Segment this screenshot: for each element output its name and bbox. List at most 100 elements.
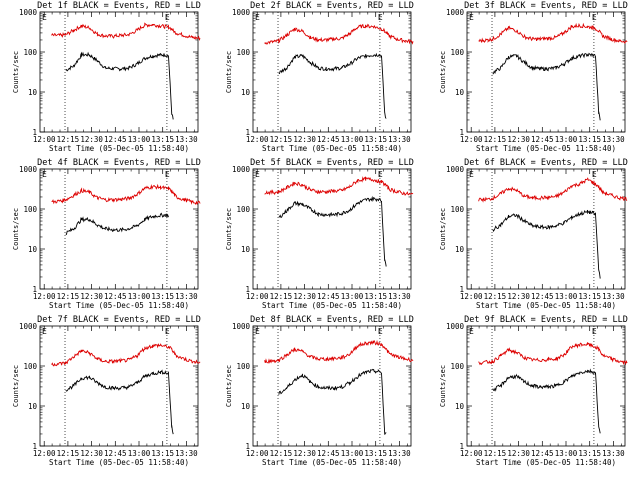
- y-axis-label: Counts/sec: [439, 51, 447, 93]
- y-axis-label: Counts/sec: [12, 51, 20, 93]
- y-tick-label: 100: [23, 362, 37, 371]
- x-tick-label: 12:45: [317, 292, 340, 301]
- x-tick-label: 12:30: [507, 292, 530, 301]
- x-tick-label: 13:15: [578, 135, 601, 144]
- y-axis-label: Counts/sec: [225, 208, 233, 250]
- series-line-lld: [51, 343, 201, 367]
- x-tick-label: 13:30: [602, 449, 625, 458]
- x-tick-label: 12:45: [104, 449, 127, 458]
- event-marker-label: E: [255, 327, 260, 336]
- y-axis-label: Counts/sec: [225, 51, 233, 93]
- event-marker-label: E: [42, 13, 47, 22]
- series-line-events: [65, 51, 174, 120]
- series-line-lld: [478, 177, 628, 203]
- y-tick-label: 1000: [19, 322, 38, 331]
- y-tick-label: 100: [450, 48, 464, 57]
- panel-title: Det 7f BLACK = Events, RED = LLD: [37, 315, 201, 325]
- plot-frame: [252, 168, 412, 290]
- x-tick-label: 12:15: [270, 292, 293, 301]
- panel-title: Det 9f BLACK = Events, RED = LLD: [464, 315, 628, 325]
- plot-frame: [252, 11, 412, 133]
- y-tick-label: 1000: [446, 8, 465, 17]
- x-tick-label: 13:30: [388, 135, 411, 144]
- x-tick-label: 13:15: [364, 292, 387, 301]
- y-tick-label: 1: [459, 128, 464, 137]
- y-tick-label: 100: [236, 48, 250, 57]
- panel-det-8: Det 8f BLACK = Events, RED = LLD 1 10 100 10…: [225, 315, 414, 467]
- y-tick-label: 10: [28, 245, 38, 254]
- panel-title: Det 6f BLACK = Events, RED = LLD: [464, 158, 628, 168]
- x-axis-label: Start Time (05-Dec-05 11:58:40): [49, 301, 189, 310]
- x-tick-label: 13:30: [175, 449, 198, 458]
- y-tick-label: 10: [28, 402, 38, 411]
- x-tick-label: 13:15: [151, 449, 174, 458]
- x-axis-label: Start Time (05-Dec-05 11:58:40): [476, 144, 616, 153]
- y-tick-label: 1: [245, 285, 250, 294]
- y-tick-label: 1000: [446, 165, 465, 174]
- x-tick-label: 12:30: [80, 292, 103, 301]
- y-tick-label: 1000: [19, 8, 38, 17]
- x-axis-label: Start Time (05-Dec-05 11:58:40): [476, 458, 616, 467]
- x-tick-label: 13:30: [175, 292, 198, 301]
- x-tick-label: 13:15: [364, 135, 387, 144]
- y-tick-label: 100: [450, 205, 464, 214]
- y-axis-label: Counts/sec: [439, 365, 447, 407]
- y-tick-label: 100: [236, 362, 250, 371]
- x-tick-label: 12:00: [246, 135, 269, 144]
- panel-title: Det 5f BLACK = Events, RED = LLD: [250, 158, 414, 168]
- y-tick-label: 100: [23, 48, 37, 57]
- x-tick-label: 13:30: [175, 135, 198, 144]
- x-tick-label: 12:15: [57, 135, 80, 144]
- x-tick-label: 12:45: [317, 449, 340, 458]
- y-tick-label: 100: [23, 205, 37, 214]
- x-tick-label: 13:00: [128, 135, 151, 144]
- event-marker-label: E: [469, 170, 474, 179]
- event-marker-label: E: [165, 13, 170, 22]
- x-tick-label: 12:30: [293, 292, 316, 301]
- x-tick-label: 13:30: [602, 292, 625, 301]
- x-tick-label: 12:15: [57, 292, 80, 301]
- x-tick-label: 12:30: [507, 135, 530, 144]
- x-tick-label: 13:15: [151, 135, 174, 144]
- x-tick-label: 12:45: [104, 292, 127, 301]
- x-tick-label: 12:15: [270, 135, 293, 144]
- x-axis-label: Start Time (05-Dec-05 11:58:40): [262, 301, 402, 310]
- series-line-events: [278, 368, 387, 435]
- series-line-lld: [264, 339, 414, 364]
- x-tick-label: 13:15: [151, 292, 174, 301]
- x-tick-label: 12:30: [80, 449, 103, 458]
- series-line-events: [492, 368, 601, 434]
- plot-frame: [466, 325, 626, 447]
- x-tick-label: 12:30: [80, 135, 103, 144]
- x-tick-label: 12:30: [507, 449, 530, 458]
- x-tick-label: 13:00: [128, 449, 151, 458]
- y-tick-label: 1000: [19, 165, 38, 174]
- y-tick-label: 1: [459, 285, 464, 294]
- series-line-lld: [51, 183, 201, 206]
- series-line-events: [492, 209, 601, 279]
- x-tick-label: 13:15: [578, 449, 601, 458]
- plot-frame: [39, 168, 199, 290]
- series-line-events: [278, 195, 387, 267]
- x-tick-label: 13:15: [578, 292, 601, 301]
- x-tick-label: 13:15: [364, 449, 387, 458]
- event-marker-label: E: [592, 170, 597, 179]
- event-marker-label: E: [469, 13, 474, 22]
- panel-title: Det 1f BLACK = Events, RED = LLD: [37, 1, 201, 11]
- event-marker-label: E: [378, 170, 383, 179]
- panel-det-6: Det 6f BLACK = Events, RED = LLD 1 10 100 10…: [439, 158, 628, 310]
- y-tick-label: 1: [459, 442, 464, 451]
- y-axis-label: Counts/sec: [12, 365, 20, 407]
- x-tick-label: 13:00: [555, 292, 578, 301]
- plot-frame: [466, 11, 626, 133]
- panel-title: Det 4f BLACK = Events, RED = LLD: [37, 158, 201, 168]
- x-axis-label: Start Time (05-Dec-05 11:58:40): [49, 144, 189, 153]
- y-tick-label: 10: [241, 402, 251, 411]
- y-tick-label: 10: [455, 245, 465, 254]
- x-tick-label: 12:45: [104, 135, 127, 144]
- y-tick-label: 10: [455, 88, 465, 97]
- plot-frame: [466, 168, 626, 290]
- x-tick-label: 13:00: [341, 292, 364, 301]
- panel-det-7: Det 7f BLACK = Events, RED = LLD 1 10 100 10…: [12, 315, 201, 467]
